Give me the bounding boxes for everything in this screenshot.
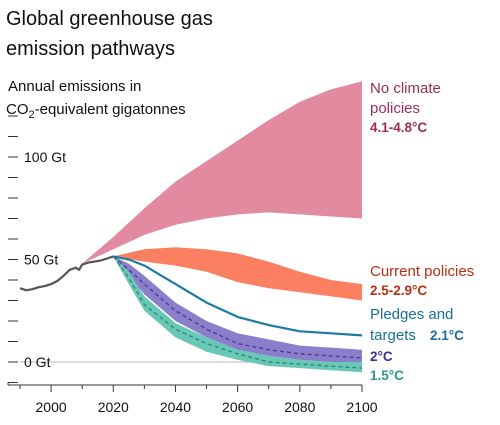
x-tick-label-2020: 2020 (98, 399, 129, 415)
y-axis-title-co-prefix: CO (6, 101, 29, 118)
x-tick-label-2080: 2080 (284, 399, 315, 415)
label-no-climate-policies-line2: policies (370, 100, 420, 117)
label-2c: 2°C (370, 349, 393, 364)
scenario-bands (82, 81, 362, 373)
x-tick-label-2040: 2040 (160, 399, 191, 415)
y-axis-title-rest: -equivalent gigatonnes (35, 101, 186, 118)
x-tick-label-2100: 2100 (346, 399, 377, 415)
axes: 2000 2020 2040 2060 2080 2100 0 Gt 50 Gt 100 Gt (7, 115, 378, 415)
label-current-policies-warming: 2.5-2.9°C (370, 283, 427, 298)
scenario-lines (19, 255, 363, 369)
label-current-policies: Current policies 2.5-2.9°C (370, 263, 474, 298)
line-pledges-and-targets (113, 255, 363, 337)
median-1-5c (112, 255, 363, 369)
y-axis-title-line2: CO2-equivalent gigatonnes (6, 101, 186, 121)
band-no-climate-policies (82, 81, 362, 264)
line-historical (19, 255, 114, 292)
y-tick-label-0: 0 Gt (24, 354, 51, 370)
label-no-climate-policies-warming: 4.1-4.8°C (370, 120, 427, 135)
label-pledges-line1: Pledges and (370, 306, 453, 323)
y-axis-title-line1: Annual emissions in (8, 78, 141, 95)
label-pledges-warming: 2.1°C (430, 328, 464, 343)
x-tick-label-2000: 2000 (36, 399, 67, 415)
chart-title-line2: emission pathways (6, 38, 175, 60)
y-tick-label-50: 50 Gt (24, 252, 58, 268)
chart-title-line1: Global greenhouse gas (6, 8, 213, 30)
median-2c (112, 255, 363, 359)
y-tick-label-100: 100 Gt (24, 149, 66, 165)
label-pledges-line2: targets (370, 327, 416, 344)
x-tick-label-2060: 2060 (222, 399, 253, 415)
label-no-climate-policies-line1: No climate (370, 80, 441, 97)
label-pledges-and-targets: Pledges and targets 2.1°C (370, 306, 464, 344)
band-1-5c (113, 256, 362, 373)
y-axis-title-subscript: 2 (29, 109, 35, 121)
band-2c (113, 256, 362, 365)
label-current-policies-name: Current policies (370, 263, 474, 280)
band-current-policies (113, 247, 362, 301)
label-no-climate-policies: No climate policies 4.1-4.8°C (370, 80, 441, 135)
label-1-5c: 1.5°C (370, 368, 404, 383)
